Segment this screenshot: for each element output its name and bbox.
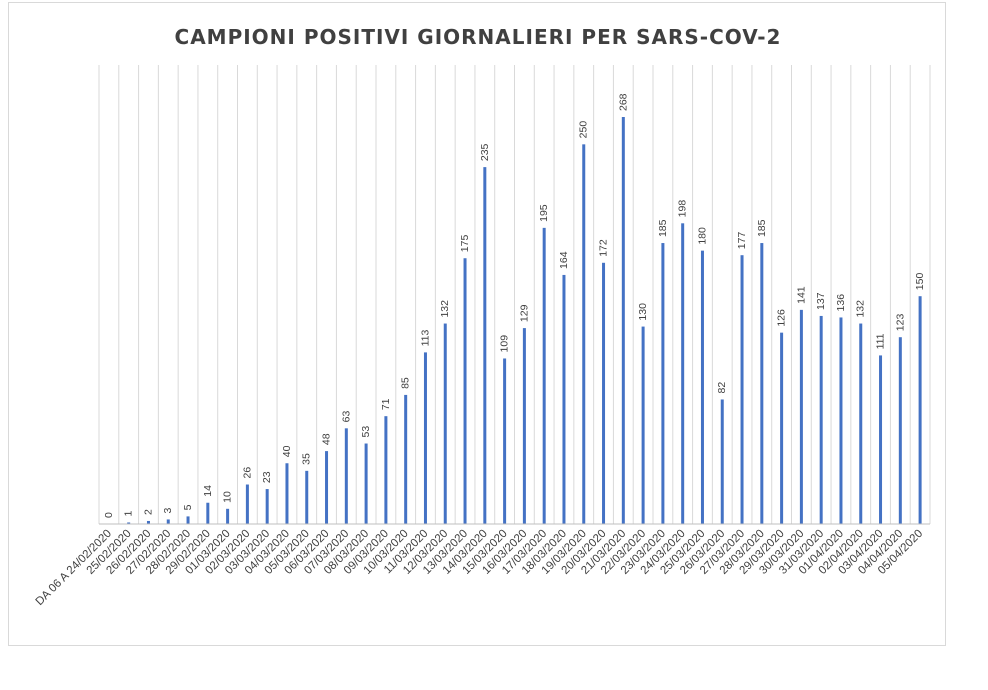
data-label: 130 — [637, 303, 649, 321]
bar — [443, 323, 447, 524]
data-label: 172 — [598, 239, 610, 257]
bar — [898, 337, 902, 524]
data-label: 53 — [360, 426, 372, 438]
data-label: 85 — [400, 377, 412, 389]
bar — [661, 243, 665, 524]
bar — [740, 255, 744, 524]
data-label: 164 — [558, 251, 570, 269]
data-label: 198 — [677, 200, 689, 218]
bar — [799, 309, 803, 524]
bar — [582, 144, 586, 524]
bar — [384, 416, 388, 524]
data-label: 48 — [321, 433, 333, 445]
data-label: 136 — [835, 294, 847, 312]
data-label: 195 — [538, 204, 550, 222]
bar — [503, 358, 507, 524]
bar — [602, 262, 606, 524]
data-label: 113 — [419, 329, 431, 346]
bar — [562, 274, 566, 524]
data-label: 180 — [696, 227, 708, 245]
data-label: 14 — [202, 485, 214, 497]
bar — [522, 328, 526, 524]
data-label: 109 — [499, 335, 511, 353]
bar — [344, 428, 348, 524]
bar — [206, 502, 210, 524]
data-label: 137 — [815, 292, 827, 310]
data-label: 0 — [103, 512, 115, 518]
bar — [245, 484, 249, 524]
bar — [819, 315, 823, 524]
bar — [780, 332, 784, 524]
data-label: 3 — [162, 507, 174, 513]
data-label: 250 — [578, 121, 590, 139]
data-label: 150 — [914, 273, 926, 291]
bar — [423, 352, 427, 524]
bar — [166, 519, 170, 524]
data-label: 126 — [776, 309, 788, 327]
bar — [364, 443, 368, 524]
data-label: 111 — [875, 333, 887, 349]
bar — [641, 326, 645, 524]
data-label: 71 — [380, 398, 392, 410]
bar — [720, 399, 724, 524]
bar — [285, 463, 289, 524]
data-label: 10 — [222, 491, 234, 503]
bar — [839, 317, 843, 524]
chart-frame: CAMPIONI POSITIVI GIORNALIERI PER SARS-C… — [8, 2, 946, 646]
bar — [305, 470, 309, 524]
bar — [127, 522, 131, 524]
data-label: 1 — [123, 510, 135, 516]
x-tick-labels: DA 06 A 24/02/202025/02/202026/02/202027… — [34, 528, 926, 608]
data-label: 23 — [261, 471, 273, 483]
bar — [700, 250, 704, 524]
data-label: 35 — [301, 453, 313, 465]
grid-lines — [98, 65, 931, 524]
bar — [325, 451, 329, 524]
data-label: 141 — [795, 286, 807, 304]
bars — [127, 117, 922, 525]
bar — [226, 508, 230, 524]
bar — [265, 489, 269, 524]
bar — [404, 394, 408, 524]
bar — [542, 227, 546, 524]
bar — [879, 355, 883, 524]
data-label: 175 — [459, 235, 471, 253]
bar — [146, 520, 150, 524]
bar — [483, 167, 487, 525]
chart-title: CAMPIONI POSITIVI GIORNALIERI PER SARS-C… — [174, 25, 782, 49]
data-label: 185 — [657, 219, 669, 237]
bar — [463, 258, 467, 524]
bar — [859, 323, 863, 524]
data-label: 2 — [142, 509, 154, 515]
data-label: 40 — [281, 445, 293, 457]
data-label: 63 — [340, 410, 352, 422]
bar — [918, 296, 922, 524]
data-label: 132 — [439, 300, 451, 318]
data-label: 82 — [716, 382, 728, 394]
data-label: 185 — [756, 219, 768, 237]
bar — [681, 223, 685, 524]
data-label: 5 — [182, 504, 194, 510]
data-label: 129 — [518, 304, 530, 322]
bar — [621, 117, 625, 524]
data-label: 132 — [855, 300, 867, 318]
data-label: 123 — [894, 314, 906, 332]
data-label: 268 — [617, 93, 629, 111]
data-label: 26 — [241, 467, 253, 479]
bar — [760, 243, 764, 524]
data-label: 235 — [479, 143, 491, 161]
data-label: 177 — [736, 232, 748, 250]
bar — [186, 516, 190, 524]
